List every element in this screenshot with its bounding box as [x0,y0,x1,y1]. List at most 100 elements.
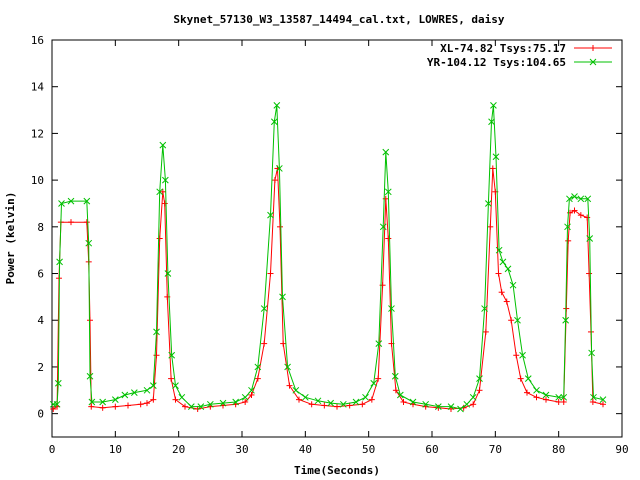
y-tick-label: 2 [37,361,44,374]
data-point [566,195,573,203]
data-point [164,270,172,277]
y-tick-label: 4 [37,314,44,327]
data-point [482,328,489,335]
series-layer [49,102,607,413]
data-point [600,401,606,408]
data-point [286,382,293,389]
data-point [321,402,328,409]
data-point [178,393,186,401]
data-point [67,197,75,205]
data-point [144,400,150,407]
y-tick-label: 0 [37,408,44,421]
data-point [434,403,442,410]
data-point [130,389,138,396]
data-point [599,396,607,403]
data-point [248,391,255,398]
data-point [555,398,562,405]
data-point [99,398,107,406]
data-point [488,118,495,126]
data-point [54,379,62,387]
data-point [490,102,497,109]
data-point [125,402,131,409]
x-tick-label: 50 [362,443,375,456]
data-point [242,398,249,405]
data-point [495,246,503,254]
data-point [168,351,176,359]
data-point [206,400,214,408]
x-tick-label: 80 [552,443,565,456]
data-point [476,375,483,382]
data-point [156,188,164,196]
data-point [292,386,300,394]
y-tick-label: 16 [31,34,44,47]
data-point [241,393,249,401]
legend-label: XL-74.82 Tsys:75.17 [440,42,566,55]
x-tick-label: 40 [299,443,312,456]
y-axis-label: Power (kelvin) [4,192,17,285]
data-point [50,405,57,412]
data-point [571,207,578,214]
data-point [375,340,383,347]
data-point [524,375,532,382]
data-point [168,375,175,382]
data-point [277,223,283,230]
series-line [53,168,604,410]
data-point [296,396,302,403]
data-point [513,352,520,359]
data-point [284,363,291,371]
data-point [577,212,584,219]
data-point [301,393,309,401]
x-tick-label: 0 [49,443,56,456]
data-point [560,398,567,405]
data-point [172,382,179,389]
series-line [53,105,604,410]
data-point [267,270,274,277]
plot-frame [51,39,623,438]
data-point [260,305,268,312]
x-tick-label: 30 [235,443,248,456]
data-point [143,386,151,394]
y-tick-label: 12 [31,127,44,140]
axis-ticks: 0 10 20 30 40 50 60 70 80 90 0 2 4 6 8 10 12 14 16 [31,34,629,456]
data-point [111,396,119,403]
data-point [385,235,392,242]
data-point [271,177,278,184]
data-point [379,223,387,231]
legend-label: YR-104.12 Tsys:104.65 [427,56,566,69]
data-point [384,188,392,196]
data-point [564,223,571,231]
data-point [248,386,255,394]
data-point [571,193,578,200]
data-point [121,391,129,399]
data-point [270,118,278,126]
data-point [457,405,464,413]
data-point [156,235,163,242]
data-point [197,403,205,410]
data-point [162,176,169,184]
data-point [137,401,144,408]
data-point [149,382,157,389]
y-tick-label: 10 [31,174,44,187]
data-point [87,317,93,324]
data-point [524,389,530,396]
data-point [276,165,283,172]
data-point [492,153,500,161]
data-point [375,375,382,382]
data-point [463,400,471,408]
x-tick-label: 60 [425,443,438,456]
data-point [159,141,167,149]
data-point [314,397,322,405]
data-point [489,165,496,172]
data-point [499,258,507,266]
data-point [150,396,157,403]
data-point [509,281,517,289]
data-point [481,305,488,312]
series-yr [49,102,607,413]
data-point [334,403,340,410]
data-point [172,396,179,403]
data-point [68,219,74,226]
data-point [267,211,274,219]
data-point [339,400,347,408]
